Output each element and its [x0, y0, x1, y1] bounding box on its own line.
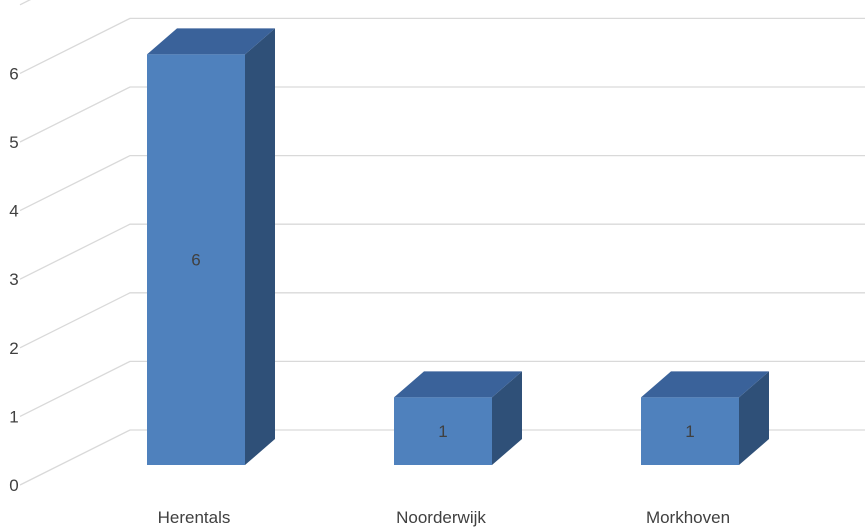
y-tick-label: 0: [9, 476, 18, 495]
y-tick-label: 3: [9, 270, 18, 289]
gridline: [19, 223, 865, 280]
x-axis-categories: Herentals Noorderwijk Morkhoven: [158, 508, 730, 527]
bar-front-face: [641, 397, 739, 465]
bar-top-face: [394, 371, 522, 398]
bar: [147, 28, 275, 466]
bar-top-face: [641, 371, 769, 398]
x-category-label: Herentals: [158, 508, 231, 527]
gridline: [19, 0, 32, 6]
data-label: 1: [685, 422, 694, 441]
bar-top-face: [147, 28, 275, 55]
gridline: [19, 429, 865, 486]
y-tick-label: 1: [9, 407, 18, 426]
bar-front-face: [147, 54, 245, 466]
bar: [641, 371, 769, 465]
y-tick-label: 6: [9, 64, 18, 83]
gridline: [19, 360, 865, 417]
gridline: [19, 292, 865, 349]
bar-front-face: [394, 397, 492, 465]
bars: [147, 28, 769, 466]
data-label: 1: [438, 422, 447, 441]
y-tick-label: 2: [9, 339, 18, 358]
gridline: [19, 17, 865, 74]
y-tick-label: 5: [9, 133, 18, 152]
y-tick-label: 4: [9, 202, 18, 221]
x-category-label: Noorderwijk: [396, 508, 486, 527]
bar-side-face: [739, 371, 769, 465]
data-label: 6: [191, 251, 200, 270]
data-labels: 6 1 1: [191, 251, 694, 442]
bar: [394, 371, 522, 465]
gridline: [19, 154, 865, 212]
gridline: [19, 86, 865, 143]
gridlines: [19, 0, 865, 486]
bar-side-face: [245, 28, 275, 466]
x-category-label: Morkhoven: [646, 508, 730, 527]
y-axis-ticks: 0 1 2 3 4 5 6: [9, 64, 18, 495]
bar-side-face: [492, 371, 522, 465]
